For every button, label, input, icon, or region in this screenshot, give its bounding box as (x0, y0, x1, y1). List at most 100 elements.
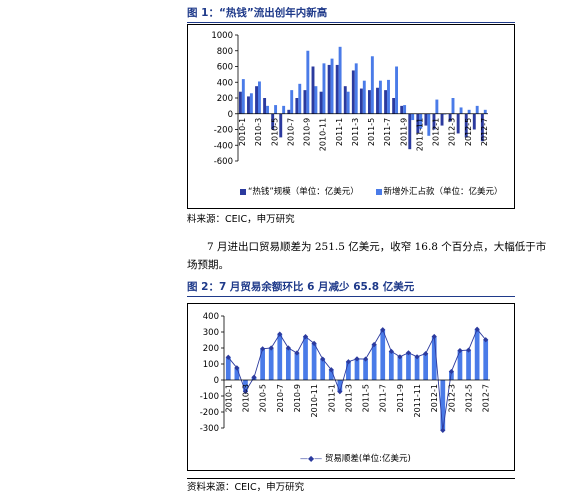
bar-trade-surplus (243, 380, 248, 392)
x-tick-label: 2010-1 (238, 118, 247, 146)
bar-hot-money (279, 113, 283, 138)
bar-hot-money (384, 90, 388, 114)
bar-fx-reserve (467, 109, 471, 114)
point-trade-surplus (414, 354, 420, 360)
figure1-title: 图 1：“热钱”流出创年内新高 (187, 6, 515, 23)
legend-swatch-dark (240, 188, 246, 195)
bar-fx-reserve (459, 107, 463, 114)
y-tick-label: -200 (214, 126, 233, 136)
x-tick-label: 2012-3 (448, 118, 457, 146)
x-tick-label: 2012-5 (465, 384, 474, 412)
y-tick-label: 300 (203, 328, 219, 338)
bar-fx-reserve (483, 109, 487, 114)
point-trade-surplus (268, 345, 274, 351)
bar-hot-money (368, 90, 371, 114)
bar-hot-money (287, 109, 291, 114)
bar-hot-money (311, 66, 315, 114)
legend-marker-diamond-icon: —◆— (300, 454, 323, 463)
bar-fx-reserve (378, 80, 382, 114)
bar-fx-reserve (427, 113, 431, 136)
bar-hot-money (238, 91, 242, 114)
bar-fx-reserve (298, 83, 302, 114)
bar-trade-surplus (303, 336, 308, 380)
bar-hot-money (271, 113, 275, 130)
bar-fx-reserve (314, 86, 318, 114)
bar-hot-money (303, 90, 307, 114)
bar-hot-money (263, 98, 267, 114)
bar-trade-surplus (474, 329, 480, 380)
bar-trade-surplus (431, 336, 437, 380)
x-tick-label: 2012-7 (482, 384, 491, 412)
bar-trade-surplus (466, 350, 471, 380)
figure1-source: 料来源：CEIC，申万研究 (187, 214, 295, 225)
bar-hot-money (327, 64, 331, 114)
bar-trade-surplus (225, 357, 231, 380)
chart2-legend: —◆— 贸易顺差(单位:亿美元) (300, 454, 425, 464)
x-tick-label: 2012-7 (480, 118, 489, 146)
bar-fx-reserve (290, 90, 294, 114)
bar-hot-money (343, 86, 347, 114)
y-tick-label: 200 (217, 94, 233, 104)
paragraph-line-1: 7 月进出口贸易顺差为 251.5 亿美元，收窄 16.8 个百分点，大幅低于市 (187, 238, 546, 256)
y-tick-label: 100 (203, 360, 219, 370)
bar-hot-money (359, 88, 363, 114)
bar-hot-money (408, 113, 412, 150)
bar-fx-reserve (403, 105, 407, 114)
bar-hot-money (456, 113, 460, 134)
point-trade-surplus (457, 347, 463, 354)
bar-fx-reserve (387, 79, 390, 114)
bar-trade-surplus (414, 356, 420, 380)
y-tick-label: 400 (217, 78, 233, 88)
bar-hot-money (392, 98, 396, 114)
legend-item-hot-money: “热钱”规模（单位：亿美元） (240, 187, 359, 197)
bar-trade-surplus (371, 344, 377, 380)
bar-trade-surplus (268, 348, 274, 380)
point-trade-surplus (354, 356, 360, 362)
legend-label-fx-reserve: 新增外汇占款（单位：亿美元） (383, 187, 503, 197)
chart2-svg: -300 -200 -100 0 100 200 300 400 2010-1 2010-3 201… (200, 312, 491, 434)
y-tick-label: 400 (203, 312, 219, 322)
x-tick-label: 2011-9 (396, 384, 405, 412)
figure2-title: 图 2：7 月贸易余额环比 6 月减少 65.8 亿美元 (187, 280, 515, 297)
y-tick-label: -100 (200, 392, 219, 402)
y-tick-label: 800 (217, 47, 233, 57)
x-tick-label: 2011-5 (362, 384, 371, 412)
bar-fx-reserve (241, 79, 245, 114)
bar-fx-reserve (419, 113, 423, 129)
x-tick-label: 2010-3 (254, 118, 263, 146)
x-tick-label: 2011-9 (399, 118, 408, 146)
bar-hot-money (432, 113, 436, 130)
x-tick-label: 2011-11 (415, 118, 424, 151)
y-tick-label: -600 (214, 157, 233, 167)
bar-fx-reserve (451, 98, 455, 114)
bar-trade-surplus (380, 329, 386, 380)
bar-hot-money (335, 64, 339, 114)
point-trade-surplus (285, 345, 291, 351)
y-tick-label: -400 (214, 141, 233, 151)
x-tick-label: 2011-3 (351, 118, 360, 146)
bar-fx-reserve (274, 105, 278, 114)
bar-fx-reserve (330, 58, 334, 114)
bar-trade-surplus (388, 351, 394, 380)
x-tick-label: 2010-9 (303, 118, 312, 146)
point-trade-surplus (483, 337, 489, 343)
x-tick-label: 2011-5 (367, 118, 376, 146)
bar-trade-surplus (363, 359, 368, 380)
bar-hot-money (464, 113, 468, 138)
bar-fx-reserve (346, 91, 350, 114)
bar-hot-money (247, 96, 250, 114)
bar-trade-surplus (406, 352, 411, 380)
bar-trade-surplus (423, 353, 429, 380)
x-tick-label: 2010-5 (270, 118, 279, 146)
x-tick-label: 2011-11 (413, 384, 422, 417)
bar-fx-reserve (282, 105, 286, 114)
bar-hot-money (255, 86, 258, 114)
point-trade-surplus (251, 374, 257, 380)
bar-fx-reserve (266, 105, 269, 114)
bar-trade-surplus (285, 348, 291, 380)
y-tick-label: 1000 (211, 31, 233, 41)
bar-trade-surplus (449, 371, 454, 380)
bar-hot-money (376, 87, 379, 114)
bar-hot-money (472, 113, 476, 130)
bar-hot-money (448, 113, 452, 122)
